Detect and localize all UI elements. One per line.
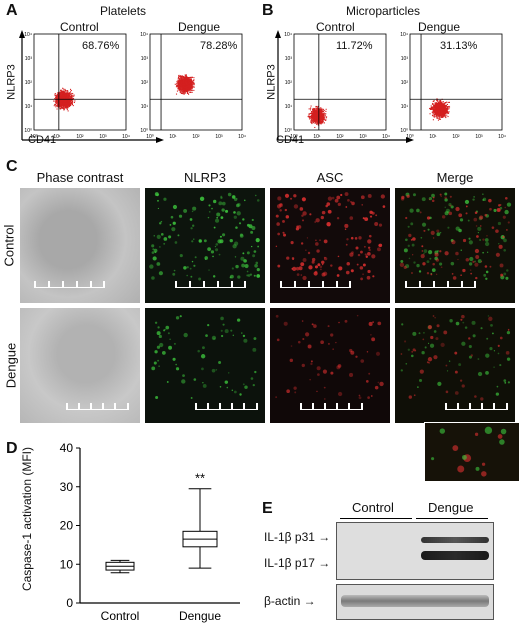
band-label-actin: β-actin → [264,594,316,608]
col-header-nlrp3: NLRP3 [145,170,265,185]
flow-b-control-ytick: 10¹ [285,104,293,110]
group-label-dengue: Dengue [428,500,474,515]
panel-letter-d: D [6,440,18,458]
flow-b-control-xtick: 10² [336,134,344,140]
boxplot-ytick-label: 30 [60,480,74,494]
band-label-p17: IL-1β p17 → [264,556,330,570]
boxplot-category-label: Dengue [179,609,221,623]
col-header-merge: Merge [395,170,515,185]
band-label-p31: IL-1β p31 → [264,530,330,544]
micrograph-dengue-merge [395,308,515,423]
boxplot-category-label: Control [101,609,140,623]
flow-b-dengue-ytick: 10⁰ [400,128,408,134]
flow-b-control-xtick: 10⁴ [382,134,390,140]
row-label-control: Control [1,225,16,267]
significance-marker: ** [195,471,205,486]
panel-letter-c: C [6,158,18,176]
western-blot-actin [336,584,494,620]
flow-b-control-ytick: 10⁰ [284,128,292,134]
flow-b-dengue-ytick: 10¹ [401,104,409,110]
row-label-dengue: Dengue [3,343,18,389]
micrograph-dengue-nlrp3 [145,308,265,423]
boxplot-ytick-label: 40 [60,441,74,455]
col-header-asc: ASC [270,170,390,185]
western-blot-il1b [336,522,494,580]
group-underline-dengue [416,518,488,519]
micrograph-dengue-asc [270,308,390,423]
flow-b-dengue-xtick: 10⁴ [498,134,506,140]
flow-b-dengue-ytick: 10⁴ [400,32,408,38]
flow-b-dengue-xtick: 10³ [475,134,483,140]
flow-b-control-ytick: 10⁴ [284,32,292,38]
flow-b-dengue-xtick: 10¹ [429,134,437,140]
flow-b-control-xtick: 10¹ [313,134,321,140]
flow-b-control-xtick: 10³ [359,134,367,140]
flow-b-dengue-ytick: 10² [401,80,409,86]
boxplot-ytick-label: 10 [60,557,74,571]
micrograph-merge-inset [424,422,520,482]
col-header-phase: Phase contrast [20,170,140,185]
micrograph-control-phase [20,188,140,303]
group-underline-control [340,518,412,519]
flow-b-control-ytick: 10² [285,80,293,86]
flow-b-control-xtick: 10⁰ [290,134,298,140]
box-control [106,560,134,572]
flow-b-dengue-ytick: 10³ [401,56,409,62]
flow-b-control-frame [294,34,386,130]
flow-b-control-ytick: 10³ [285,56,293,62]
box-dengue [183,489,217,568]
group-label-control: Control [352,500,394,515]
panel-d-ylabel: Caspase-1 activation (MFI) [20,434,34,604]
micrograph-control-merge [395,188,515,303]
flow-b-dengue-frame [410,34,502,130]
caspase-boxplot: 0 10 20 30 40 Control Dengue ** [40,440,260,630]
micrograph-control-asc [270,188,390,303]
micrograph-control-nlrp3 [145,188,265,303]
panel-letter-e: E [262,500,273,518]
micrograph-dengue-phase [20,308,140,423]
flow-b-dengue-xtick: 10² [452,134,460,140]
band-p31-dengue [421,537,489,543]
panel-b-plots: 10⁰10⁰10¹10¹10²10²10³10³10⁴10⁴10⁰10⁰10¹1… [0,0,520,150]
band-p17-dengue [421,551,489,560]
boxplot-ytick-label: 20 [60,519,74,533]
boxplot-ytick-label: 0 [66,596,73,610]
band-actin [341,595,489,607]
